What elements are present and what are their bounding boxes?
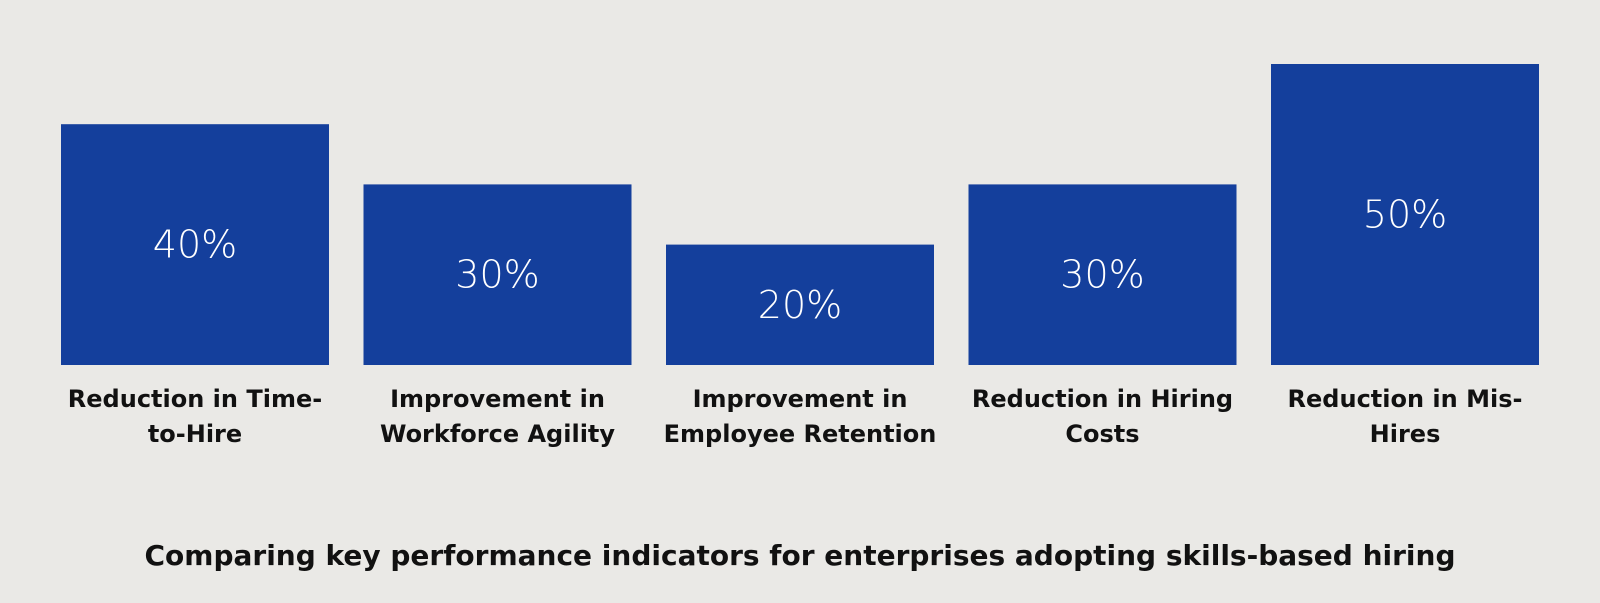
bar-4 — [968, 184, 1237, 365]
chart-caption: Comparing key performance indicators for… — [145, 539, 1456, 572]
category-label: Improvement in — [390, 385, 605, 413]
category-label: to-Hire — [148, 420, 242, 448]
bar-2 — [363, 184, 632, 365]
bar-value-label: 40% — [153, 223, 237, 267]
category-label: Reduction in Hiring — [972, 385, 1233, 413]
category-label: Hires — [1370, 420, 1441, 448]
category-label: Reduction in Time- — [68, 385, 322, 413]
category-label: Improvement in — [693, 385, 908, 413]
category-label: Workforce Agility — [380, 420, 615, 448]
category-label: Employee Retention — [664, 420, 937, 448]
category-label: Reduction in Mis- — [1288, 385, 1523, 413]
bar-value-label: 30% — [1060, 253, 1144, 297]
bar-value-label: 50% — [1363, 193, 1447, 237]
bars-group: 40% 30% 20% 30% 50% — [61, 64, 1539, 365]
category-label: Costs — [1065, 420, 1139, 448]
bar-5 — [1271, 64, 1539, 365]
bar-value-label: 20% — [758, 283, 842, 327]
bar-value-label: 30% — [455, 253, 539, 297]
bar-3 — [666, 244, 934, 365]
category-labels-group: Reduction in Time-to-Hire Improvement in W… — [68, 385, 1523, 448]
bar-1 — [61, 124, 329, 365]
